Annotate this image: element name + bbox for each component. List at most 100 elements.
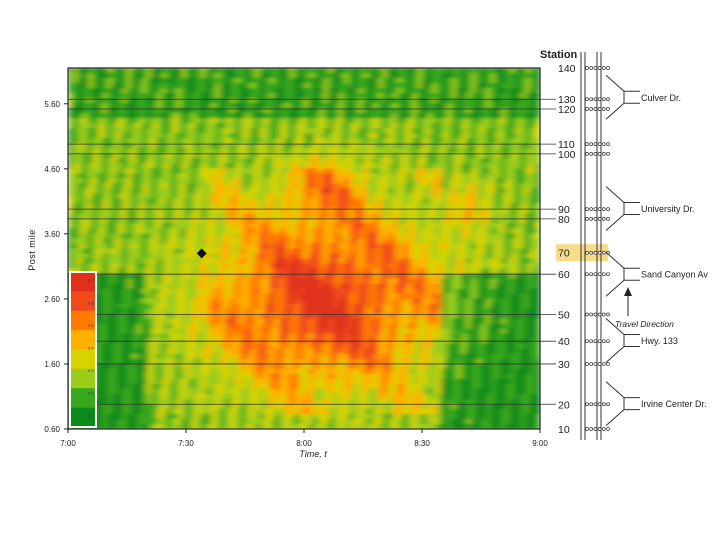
- heatmap-cell: [530, 313, 536, 320]
- heatmap-cell: [525, 213, 531, 220]
- heatmap-cell: [127, 118, 133, 124]
- heatmap-cell: [485, 253, 492, 260]
- heatmap-cell: [176, 158, 182, 164]
- heatmap-cell: [181, 148, 187, 154]
- heatmap-cell: [353, 193, 359, 199]
- heatmap-cell: [530, 223, 536, 230]
- heatmap-cell: [328, 173, 335, 179]
- heatmap-cell: [220, 183, 226, 189]
- heatmap-cell: [284, 108, 290, 114]
- heatmap-cell: [515, 278, 521, 285]
- heatmap-cell: [535, 278, 540, 285]
- heatmap-cell: [136, 178, 143, 184]
- heatmap-cell: [313, 293, 320, 300]
- heatmap-cell: [225, 238, 231, 245]
- heatmap-cell: [436, 168, 443, 174]
- heatmap-cell: [530, 228, 536, 235]
- heatmap-cell: [510, 248, 517, 255]
- heatmap-cell: [77, 243, 84, 250]
- heatmap-cell: [249, 133, 256, 139]
- heatmap-cell: [254, 113, 261, 119]
- heatmap-cell: [274, 298, 281, 305]
- heatmap-cell: [377, 253, 384, 260]
- heatmap-cell: [318, 148, 325, 154]
- heatmap-cell: [161, 323, 167, 330]
- heatmap-cell: [245, 143, 251, 149]
- heatmap-cell: [367, 103, 374, 109]
- heatmap-cell: [535, 78, 540, 84]
- heatmap-cell: [481, 248, 487, 255]
- heatmap-cell: [510, 153, 517, 159]
- heatmap-cell: [146, 303, 153, 310]
- heatmap-cell: [358, 98, 364, 104]
- heatmap-cell: [279, 178, 285, 184]
- heatmap-cell: [72, 158, 79, 164]
- heatmap-cell: [382, 313, 389, 320]
- heatmap-cell: [495, 288, 502, 295]
- heatmap-cell: [348, 108, 354, 114]
- heatmap-cell: [299, 128, 305, 134]
- heatmap-cell: [190, 88, 197, 94]
- heatmap-cell: [485, 213, 492, 220]
- heatmap-cell: [535, 138, 540, 144]
- heatmap-cell: [323, 243, 330, 250]
- heatmap-cell: [363, 188, 369, 194]
- heatmap-cell: [136, 273, 143, 280]
- heatmap-cell: [171, 223, 177, 230]
- heatmap-cell: [205, 318, 212, 325]
- heatmap-cell: [456, 143, 462, 149]
- heatmap-cell: [412, 68, 418, 74]
- heatmap-cell: [131, 278, 138, 285]
- heatmap-cell: [181, 198, 187, 204]
- heatmap-cell: [422, 323, 428, 330]
- heatmap-cell: [426, 318, 433, 325]
- heatmap-cell: [313, 113, 320, 119]
- heatmap-cell: [530, 288, 536, 295]
- heatmap-cell: [151, 213, 158, 220]
- heatmap-cell: [92, 168, 99, 174]
- heatmap-cell: [520, 203, 526, 209]
- heatmap-cell: [343, 68, 349, 74]
- heatmap-cell: [338, 193, 344, 199]
- heatmap-cell: [466, 268, 472, 275]
- heatmap-cell: [397, 158, 403, 164]
- heatmap-cell: [323, 223, 330, 230]
- heatmap-cell: [254, 318, 261, 325]
- heatmap-cell: [264, 218, 271, 225]
- heatmap-cell: [304, 73, 310, 79]
- heatmap-cell: [259, 128, 266, 134]
- heatmap-cell: [372, 98, 379, 104]
- heatmap-cell: [490, 83, 497, 89]
- heatmap-cell: [279, 238, 285, 245]
- heatmap-cell: [441, 173, 448, 179]
- heatmap-cell: [417, 103, 423, 109]
- heatmap-cell: [166, 238, 172, 245]
- heatmap-cell: [131, 313, 138, 320]
- heatmap-cell: [225, 158, 231, 164]
- heatmap-cell: [151, 288, 158, 295]
- heatmap-cell: [284, 73, 290, 79]
- heatmap-cell: [82, 198, 89, 204]
- heatmap-cell: [279, 208, 285, 214]
- heatmap-cell: [304, 203, 310, 209]
- heatmap-cell: [446, 288, 453, 295]
- heatmap-cell: [407, 208, 413, 214]
- heatmap-cell: [505, 88, 512, 94]
- heatmap-cell: [176, 163, 182, 169]
- heatmap-cell: [122, 198, 128, 204]
- heatmap-cell: [205, 143, 212, 149]
- heatmap-cell: [259, 263, 266, 270]
- heatmap-cell: [397, 248, 403, 255]
- heatmap-cell: [215, 133, 222, 139]
- heatmap-cell: [112, 223, 118, 230]
- heatmap-cell: [417, 188, 423, 194]
- heatmap-cell: [520, 173, 526, 179]
- heatmap-cell: [456, 108, 462, 114]
- heatmap-cell: [186, 73, 192, 79]
- heatmap-cell: [318, 193, 325, 199]
- heatmap-cell: [471, 323, 477, 330]
- heatmap-cell: [107, 293, 113, 300]
- heatmap-cell: [535, 268, 540, 275]
- heatmap-cell: [431, 73, 438, 79]
- heatmap-cell: [451, 308, 458, 315]
